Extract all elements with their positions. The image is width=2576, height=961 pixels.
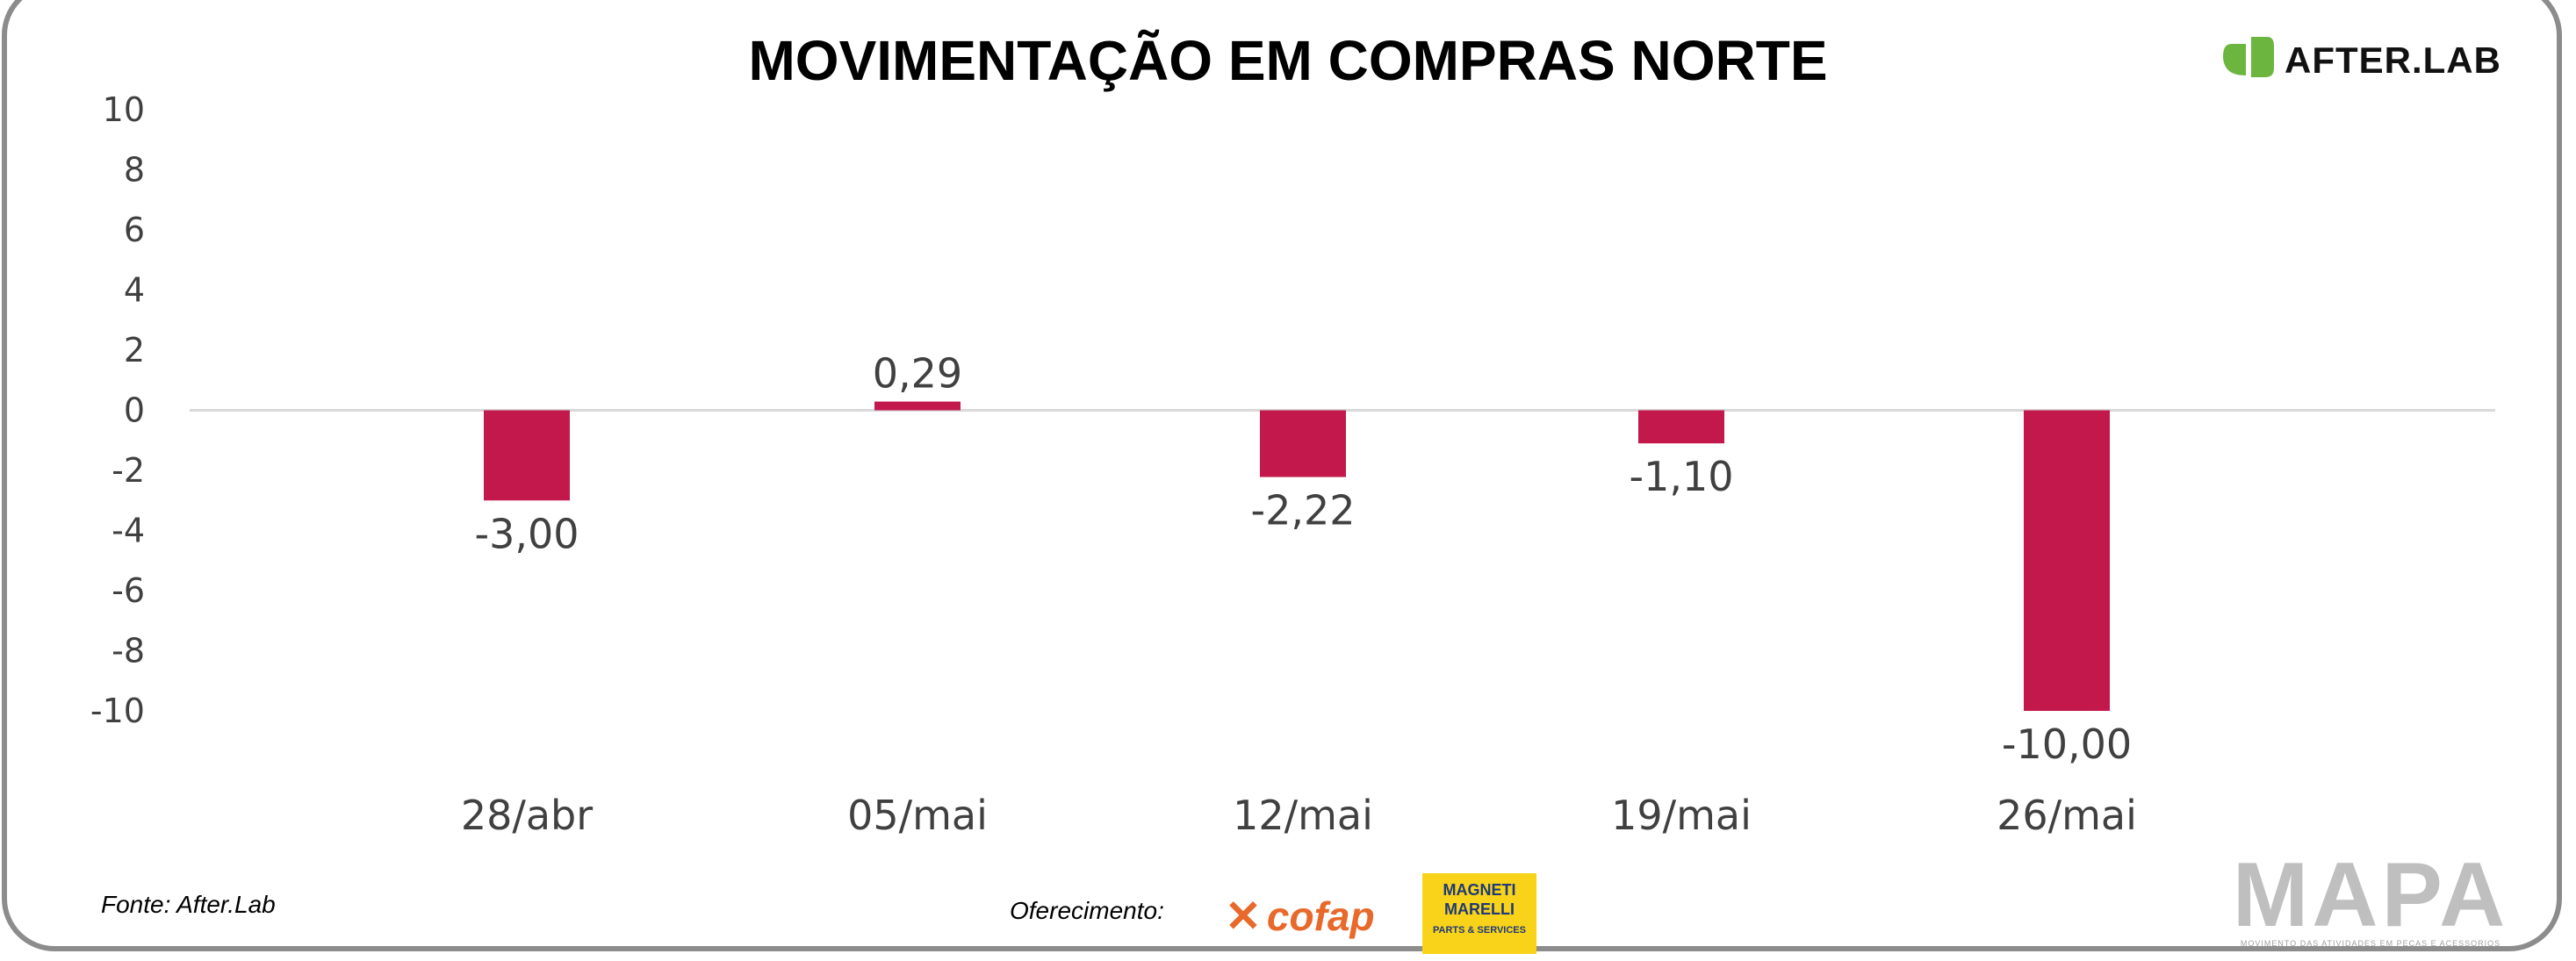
y-tick-label: 6 [124,211,145,249]
afterlab-logo-icon [2223,37,2274,77]
marelli-logo-text: MAGNETI MARELLI [1443,881,1516,918]
bar [484,410,570,501]
bar [2024,410,2110,711]
data-label: 0,29 [873,350,962,398]
y-tick-label: 0 [124,391,145,430]
x-tick-label: 05/mai [847,792,988,839]
y-tick-label: -2 [112,451,145,490]
bar-chart: 10 8 6 4 2 0 -2 -4 -6 -8 -10 -3,00 28/abr 0,29 05/mai -… [90,90,2495,839]
y-tick-label: 10 [103,90,145,129]
offer-label: Oferecimento: [1010,897,1164,924]
y-tick-label: 8 [124,151,145,190]
x-tick-label: 19/mai [1611,792,1752,839]
data-label: -10,00 [2002,721,2132,768]
bar [1638,410,1724,444]
x-tick-label: 26/mai [1997,792,2137,839]
magneti-marelli-logo: MAGNETI MARELLI PARTS & SERVICES [1422,873,1536,954]
cofap-logo-text: cofap [1266,893,1375,939]
data-label: -1,10 [1629,453,1733,500]
data-label: -2,22 [1250,487,1355,534]
mapa-tagline: MOVIMENTO DAS ATIVIDADES EM PEÇAS E ACES… [2240,939,2501,948]
bar [874,401,961,411]
y-tick-label: -8 [112,632,145,671]
data-label: -3,00 [474,510,579,557]
bar [1260,410,1346,477]
y-tick-label: 4 [124,271,145,310]
source-note: Fonte: After.Lab [101,891,276,918]
afterlab-logo: AFTER.LAB [2221,37,2501,84]
y-tick-label: -4 [112,512,145,550]
x-tick-label: 28/abr [461,792,593,839]
mapa-logo-text: MAPA [2232,844,2509,946]
mapa-logo: MAPA MOVIMENTO DAS ATIVIDADES EM PEÇAS E… [2213,844,2529,948]
afterlab-logo-text: AFTER.LAB [2285,39,2501,81]
cofap-logo: ✕ cofap [1225,891,1375,942]
y-tick-label: 2 [124,331,145,369]
cofap-logo-icon: ✕ [1225,892,1262,941]
y-tick-label: -6 [112,571,145,610]
chart-title: MOVIMENTAÇÃO EM COMPRAS NORTE [748,29,1828,92]
marelli-logo-subtext: PARTS & SERVICES [1433,925,1526,936]
x-tick-label: 12/mai [1233,792,1373,839]
y-tick-label: -10 [90,692,145,730]
